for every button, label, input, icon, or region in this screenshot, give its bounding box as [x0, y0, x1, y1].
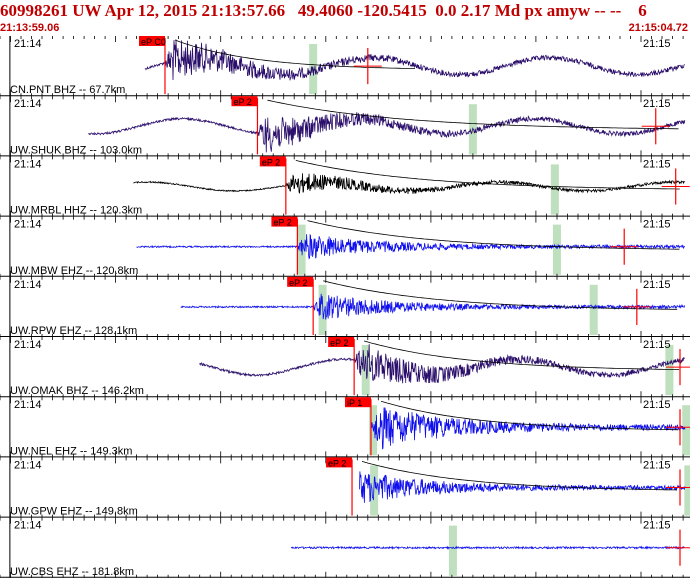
second-ticks [0, 517, 684, 578]
header: 60998261 UW Apr 12, 2015 21:13:57.66 49.… [0, 0, 690, 36]
station-label: UW.CBS EHZ -- 181.8km [10, 566, 134, 578]
phase-pick-label: eP 2 [233, 97, 251, 107]
phase-pick-label: eP 2 [330, 338, 348, 348]
phase-pick-box [259, 156, 286, 167]
minute-label: 21:15 [643, 399, 671, 411]
second-ticks [0, 276, 684, 337]
second-ticks [0, 36, 684, 97]
second-ticks [0, 96, 684, 157]
waveform [359, 471, 686, 503]
minute-label: 21:14 [14, 38, 42, 50]
window-band [550, 164, 559, 215]
phase-pick-label: iP 1 [347, 398, 362, 408]
phase-pick-box [328, 337, 355, 347]
waveform [370, 407, 686, 450]
trace-row: 21:14 21:15 eP 2 UW.GPW EHZ -- 149.8km [0, 457, 690, 518]
minute-label: 21:15 [643, 158, 671, 170]
station-label: UW.RPW EHZ -- 128.1km [10, 325, 137, 337]
second-ticks [0, 337, 684, 398]
minute-label: 21:15 [643, 520, 671, 532]
event-title: 60998261 UW Apr 12, 2015 21:13:57.66 49.… [0, 1, 647, 20]
station-label: UW.GPW EHZ -- 149.8km [10, 506, 138, 518]
window-start-time: 21:13:59.06 [0, 22, 60, 34]
second-ticks [0, 156, 684, 217]
trace-row: 21:14 21:15 eP 2 UW.RPW EHZ -- 128.1km [0, 276, 690, 337]
station-label: CN.PNT BHZ -- 67.7km [10, 84, 125, 96]
minute-label: 21:14 [14, 520, 42, 532]
waveform [136, 233, 685, 260]
coda-curve [363, 340, 680, 370]
phase-pick-label: eP C0 [141, 37, 166, 47]
phase-pick-label: eP 2 [328, 458, 346, 468]
minute-label: 21:14 [14, 339, 42, 351]
trace-row: 21:14 21:15 iP 1 UW.NEL EHZ -- 149.3km [0, 397, 690, 458]
minute-label: 21:14 [14, 279, 42, 291]
phase-pick-box [326, 457, 353, 468]
waveform [133, 173, 686, 195]
minute-label: 21:15 [643, 98, 671, 110]
minute-label: 21:15 [643, 38, 671, 50]
minute-label: 21:14 [14, 459, 42, 471]
station-label: UW.NEL EHZ -- 149.3km [10, 445, 132, 457]
phase-pick-box [287, 276, 314, 287]
trace-row: 21:14 21:15 eP 2 UW.SHUK BHZ -- 103.0km [0, 96, 690, 157]
coda-curve [307, 220, 680, 250]
phase-pick-box [271, 216, 298, 227]
phase-pick-label: eP 2 [273, 218, 291, 228]
trace-row: 21:14 21:15 eP 2 UW.MBW EHZ -- 120.8km [0, 216, 690, 277]
station-label: UW.MRBL HHZ -- 120.3km [10, 205, 142, 217]
station-label: UW.MBW EHZ -- 120.8km [10, 265, 138, 277]
minute-label: 21:14 [14, 219, 42, 231]
waveform [199, 344, 686, 384]
waveform [144, 39, 685, 81]
coda-curve [295, 160, 680, 190]
phase-pick-label: eP 2 [262, 157, 280, 167]
phase-pick-box [138, 36, 165, 46]
waveform [180, 293, 686, 320]
second-ticks [0, 397, 684, 458]
trace-row: 21:14 21:15 eP C0 CN.PNT BHZ -- 67.7km [0, 36, 690, 97]
trace-row: 21:14 21:15 eP 2 UW.OMAK BHZ -- 146.2km [0, 337, 690, 398]
window-band [589, 284, 598, 335]
minute-label: 21:14 [14, 399, 42, 411]
coda-curve [323, 280, 678, 310]
window-end-time: 21:15:04.72 [628, 22, 688, 34]
minute-label: 21:15 [643, 339, 671, 351]
window-band [361, 345, 370, 396]
phase-pick-label: eP 2 [289, 278, 307, 288]
phase-pick-box [344, 397, 371, 408]
coda-curve [361, 461, 678, 491]
window-band [665, 345, 674, 396]
coda-curve [174, 39, 416, 69]
second-ticks [0, 457, 684, 518]
waveform [88, 112, 686, 153]
phase-pick-box [231, 96, 258, 107]
window-band [552, 224, 561, 275]
minute-label: 21:14 [14, 98, 42, 110]
minute-label: 21:15 [643, 219, 671, 231]
window-band [448, 525, 457, 576]
station-label: UW.SHUK BHZ -- 103.0km [10, 144, 142, 156]
second-ticks [0, 216, 684, 277]
minute-label: 21:14 [14, 158, 42, 170]
trace-row: 21:14 21:15 eP 2 UW.MRBL HHZ -- 120.3km [0, 156, 690, 217]
window-band [682, 405, 690, 456]
window-band [684, 465, 690, 516]
coda-curve [267, 99, 679, 130]
coda-curve [380, 400, 679, 431]
minute-label: 21:15 [643, 279, 671, 291]
waveform [290, 545, 685, 550]
station-label: UW.OMAK BHZ -- 146.2km [10, 385, 144, 397]
minute-label: 21:15 [643, 459, 671, 471]
